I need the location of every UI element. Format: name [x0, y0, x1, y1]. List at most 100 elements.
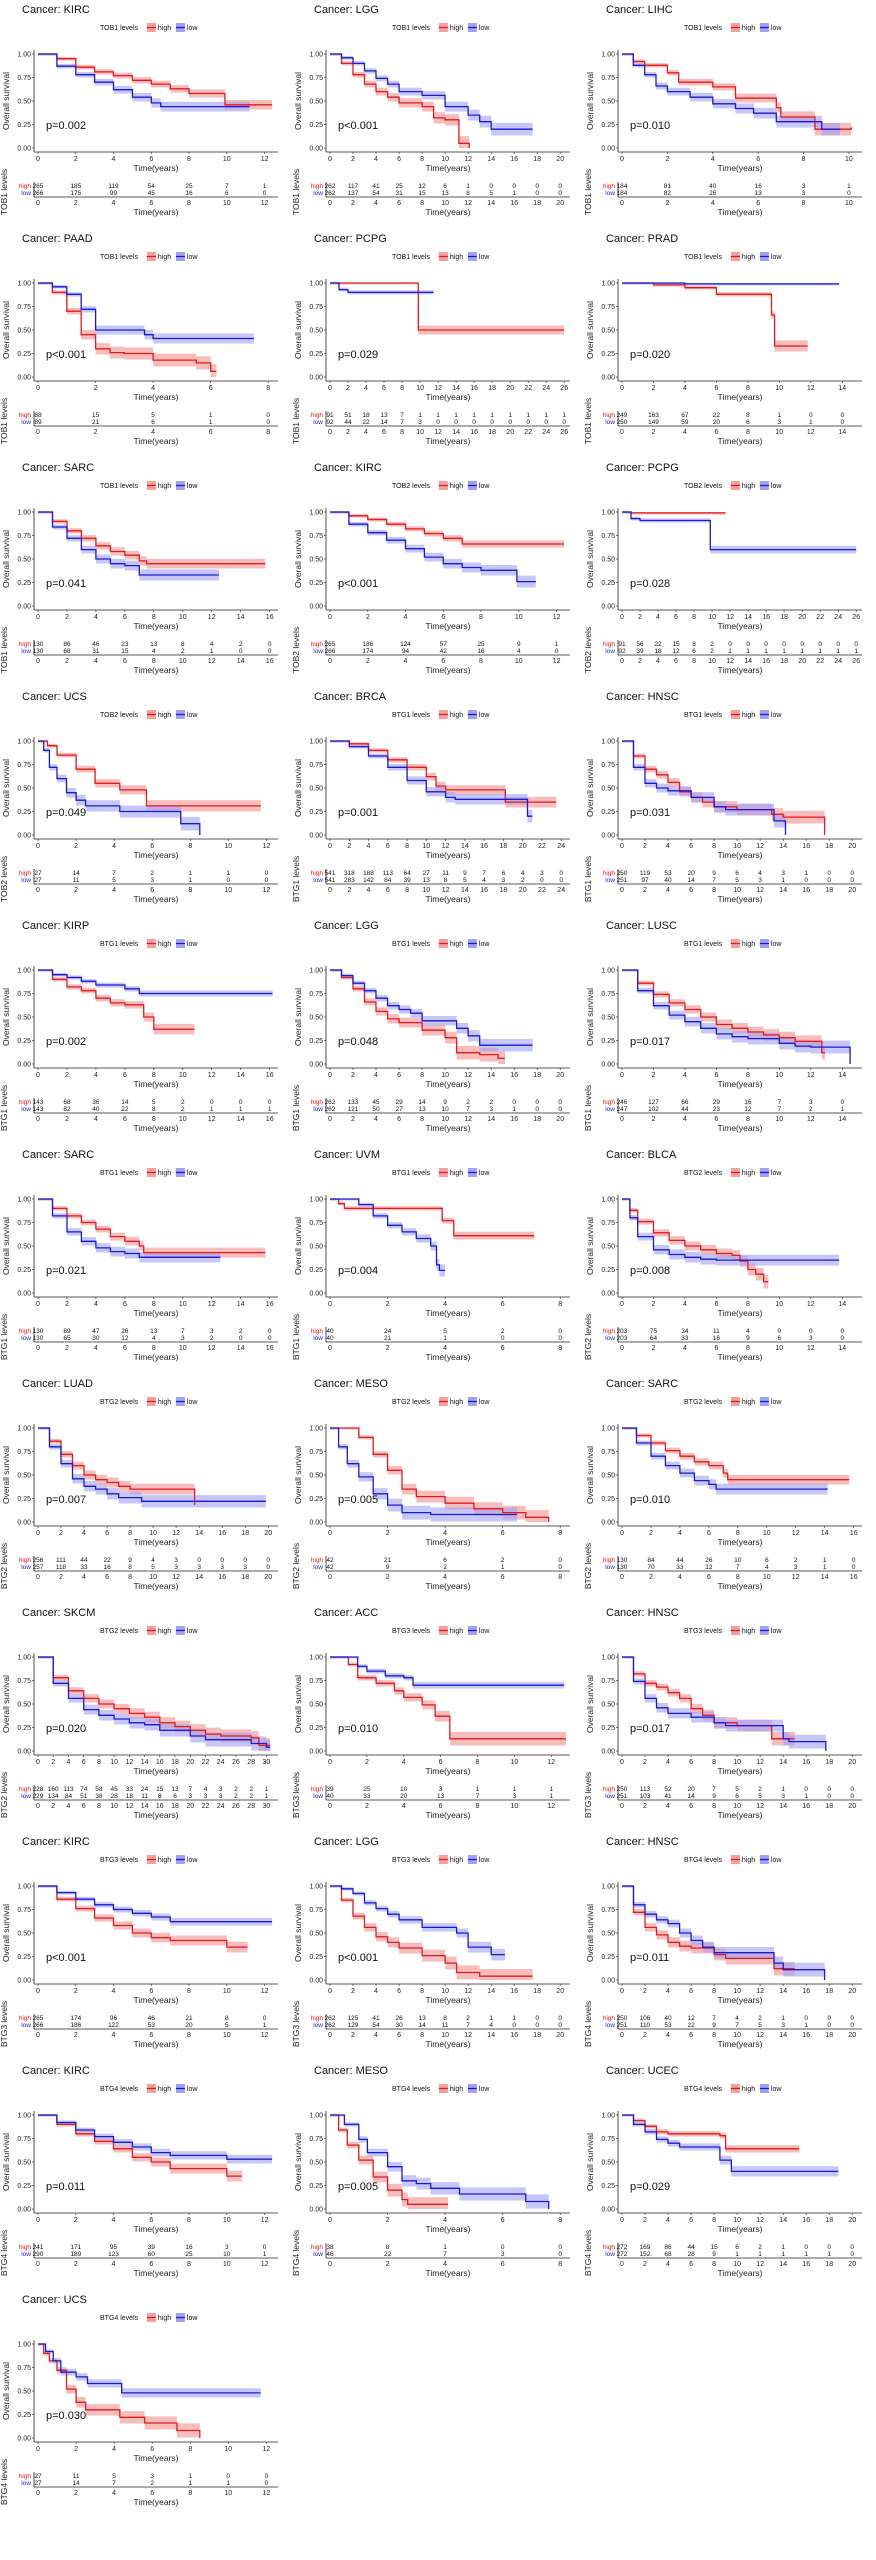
risk-x-axis-label: Time(years): [133, 1810, 178, 1820]
y-tick-label: 0.50: [601, 1473, 615, 1480]
p-value: p=0.048: [338, 1036, 378, 1048]
y-tick-label: 0.50: [17, 1015, 31, 1022]
risk-count-high: 2: [758, 1786, 762, 1793]
risk-count-low: 82: [664, 190, 672, 197]
risk-x-tick-label: 0: [36, 1574, 40, 1581]
risk-x-tick-label: 2: [665, 200, 669, 207]
x-axis-label: Time(years): [717, 392, 762, 402]
risk-x-tick-label: 14: [487, 1116, 495, 1123]
x-tick-label: 4: [683, 1072, 687, 1079]
y-tick-label: 0.25: [17, 1267, 31, 1274]
risk-count-low: 12: [705, 1564, 713, 1571]
risk-count-low: 31: [92, 648, 100, 655]
risk-count-low: 0: [827, 877, 831, 884]
risk-count-low: 1: [836, 648, 840, 655]
risk-high-label: high: [19, 412, 32, 419]
risk-count-high: 117: [348, 183, 359, 190]
survival-panel: Cancer: BLCA BTG2 levels high low 0.00 0.25 0.…: [583, 1147, 876, 1379]
risk-x-tick-label: 18: [780, 658, 788, 665]
x-tick-label: 12: [464, 1072, 472, 1079]
x-axis-label: Time(years): [717, 1766, 762, 1776]
x-tick-label: 10: [763, 1530, 771, 1537]
risk-x-tick-label: 20: [519, 887, 527, 894]
risk-high-label: high: [603, 1099, 616, 1106]
risk-count-high: 2: [710, 641, 714, 648]
risk-count-high: 256: [33, 1557, 44, 1564]
high-survival-curve: [38, 53, 273, 106]
risk-count-low: 12: [672, 648, 680, 655]
risk-count-low: 54: [372, 190, 380, 197]
risk-count-low: 7: [476, 1793, 480, 1800]
survival-panel: Cancer: UCEC BTG4 levels high low 0.00 0.25 0.…: [583, 2063, 876, 2295]
x-axis-label: Time(years): [717, 2224, 762, 2234]
risk-count-high: 143: [33, 1099, 44, 1106]
risk-x-tick-label: 12: [792, 1574, 800, 1581]
chart-title: Cancer: MESO: [314, 1378, 388, 1390]
x-tick-label: 4: [112, 843, 116, 850]
risk-x-tick-label: 4: [711, 200, 715, 207]
risk-x-tick-label: 4: [151, 429, 155, 436]
risk-count-high: 4: [210, 641, 214, 648]
x-tick-label: 2: [649, 1530, 653, 1537]
risk-count-high: 0: [559, 870, 563, 877]
risk-x-tick-label: 2: [94, 429, 98, 436]
risk-low-label: low: [21, 190, 31, 197]
legend: BTG1 levels high low: [100, 1168, 198, 1177]
risk-x-tick-label: 0: [36, 2490, 40, 2497]
risk-count-high: 91: [618, 641, 626, 648]
risk-count-low: 1: [265, 1793, 269, 1800]
risk-count-high: 262: [325, 1099, 336, 1106]
risk-count-high: 4: [204, 1786, 208, 1793]
risk-x-tick-label: 6: [149, 2032, 153, 2039]
risk-x-tick-label: 12: [807, 1116, 815, 1123]
risk-count-high: 0: [266, 412, 270, 419]
risk-x-tick-label: 18: [500, 887, 508, 894]
risk-count-low: 40: [92, 1106, 100, 1113]
risk-count-low: 22: [121, 1106, 129, 1113]
x-tick-label: 30: [263, 1759, 271, 1766]
y-tick-label: 0.50: [309, 328, 323, 335]
risk-count-low: 97: [641, 877, 649, 884]
x-tick-label: 8: [187, 2217, 191, 2224]
risk-high-label: high: [311, 183, 324, 190]
risk-count-low: 10: [223, 2251, 231, 2258]
y-tick-label: 0.75: [17, 1449, 31, 1456]
survival-panel: Cancer: KIRC TOB2 levels high low 0.00 0.25 0.…: [291, 460, 584, 692]
risk-count-high: 0: [809, 1328, 813, 1335]
x-tick-label: 2: [665, 156, 669, 163]
x-axis-label: Time(years): [133, 621, 178, 631]
p-value: p=0.010: [630, 120, 670, 132]
x-tick-label: 2: [94, 385, 98, 392]
chart-title: Cancer: SARC: [22, 462, 94, 474]
risk-count-low: 13: [423, 877, 431, 884]
risk-count-high: 2: [489, 1099, 493, 1106]
legend-low-label: low: [187, 1399, 198, 1406]
x-tick-label: 18: [500, 843, 508, 850]
y-tick-label: 0.75: [309, 1678, 323, 1685]
x-tick-label: 2: [643, 1759, 647, 1766]
y-tick-label: 0.25: [17, 1496, 31, 1503]
risk-count-low: 13: [437, 1793, 445, 1800]
low-survival-curve: [38, 2343, 261, 2394]
risk-table-ylabel: TOB1 levels: [583, 398, 593, 444]
risk-count-low: 123: [108, 2251, 119, 2258]
x-tick-label: 22: [816, 614, 824, 621]
y-tick-label: 0.75: [601, 1220, 615, 1227]
y-tick-label: 0.25: [601, 1725, 615, 1732]
risk-count-high: 246: [617, 1099, 628, 1106]
x-tick-label: 8: [400, 385, 404, 392]
risk-count-high: 5: [443, 1328, 447, 1335]
high-ci-band: [38, 54, 273, 110]
y-tick-label: 1.00: [17, 2342, 31, 2349]
risk-count-high: 11: [713, 1328, 720, 1335]
y-tick-label: 0.00: [17, 375, 31, 382]
risk-count-low: 3: [197, 1564, 201, 1571]
high-survival-curve: [38, 511, 266, 565]
x-tick-label: 12: [553, 614, 561, 621]
risk-count-high: 119: [640, 870, 651, 877]
low-ci-band: [38, 2115, 273, 2164]
high-ci-band: [330, 1428, 549, 1522]
x-tick-label: 8: [152, 1301, 156, 1308]
